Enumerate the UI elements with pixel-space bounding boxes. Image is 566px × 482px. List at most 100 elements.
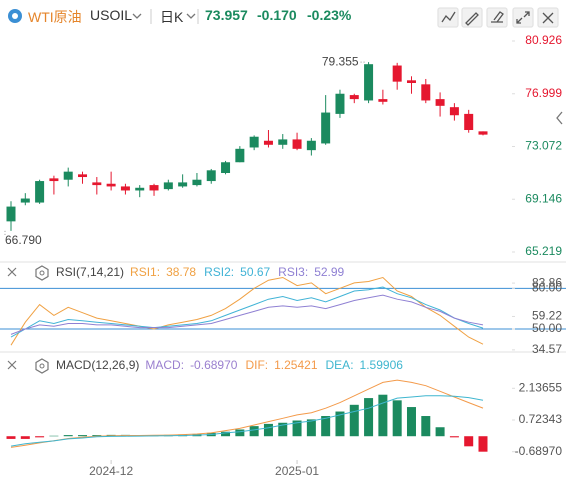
y-tick-label: 0.72343 [519,412,563,426]
tool-erase[interactable] [486,7,508,28]
macd-bar [35,436,45,438]
macd-title: MACD(12,26,9) [56,358,140,372]
macd-bar [249,426,259,437]
candle-body [78,174,88,178]
candle-body [249,136,259,148]
macd-bar [49,435,59,437]
rsi-line [10,286,484,338]
candle-body [63,171,73,180]
macd-bar [406,407,416,437]
annotation: 79.355 [322,54,359,68]
candle-body [135,187,145,191]
symbol-code: USOIL [90,7,133,23]
candle-body [435,99,445,106]
candle-body [149,185,159,191]
macd-bar [92,435,102,437]
rsi-line [10,294,484,335]
legend-value: 52.99 [314,265,345,279]
tool-draw-glyph [465,12,479,26]
legend-value: -0.68970 [190,358,238,372]
candle-body [335,93,345,114]
macd-bar [6,436,16,439]
macd-bar [335,411,345,437]
candle-body [392,65,402,82]
macd-bar [263,423,273,437]
rsi-settings[interactable] [35,265,49,281]
price-change: -0.170 [257,7,297,23]
y-tick-label: 76.999 [525,86,562,100]
candle-body [178,182,188,187]
candle-body [6,206,16,222]
legend-name: RSI3 [278,265,308,279]
candle-body [278,139,288,145]
period-dropdown[interactable] [186,13,196,19]
candle-body [263,140,273,145]
rsi-line [10,276,484,346]
candle-body [306,140,316,151]
macd-line [10,395,484,447]
candle-body [35,181,45,203]
macd-settings[interactable] [35,358,49,374]
candle-body [235,148,245,163]
candle-body [378,99,388,102]
candle-body [221,162,231,173]
y-tick-label: 65.219 [525,244,562,258]
y-tick-label: 73.072 [525,139,562,153]
legend-name: RSI2 [204,265,234,279]
legend-value: 1.25421 [274,358,318,372]
candle-body [163,182,173,190]
rsi-close[interactable] [7,267,17,277]
tool-fullscreen[interactable] [512,7,534,28]
y-tick-label: -0.68970 [515,444,563,458]
macd-bar [306,419,316,437]
macd-bar [349,404,359,437]
macd-bar [464,436,474,447]
y-tick-label: 83.86 [532,275,562,289]
macd-bar [478,436,488,452]
period[interactable]: 日K [160,9,184,25]
tool-erase-glyph [491,11,504,23]
tool-fullscreen-glyph [516,11,530,24]
macd-bar [78,435,88,437]
candle-body [321,112,331,144]
legend-value: 38.78 [166,265,197,279]
toolbar [437,7,559,28]
candle-body [120,186,130,191]
candle-body [20,198,30,203]
candle-body [421,84,431,101]
macd-bar [20,436,30,439]
rsi-settings-dot [39,270,45,276]
legend-value: 50.67 [240,265,271,279]
y-tick-label: 80.926 [525,33,562,47]
candle-body [464,113,474,131]
tool-trend-glyph [441,11,456,23]
macd-close[interactable] [7,360,17,370]
price-change-pct: -0.23% [307,7,352,23]
macd-bar [235,429,245,437]
macd-bar [421,416,431,437]
y-tick-label: 34.57 [532,342,562,356]
candle-body [478,131,488,135]
legend-name: MACD [145,358,184,372]
macd-settings-dot [39,363,45,369]
macd-header: MACD(12,26,9) MACD -0.68970 DIF 1.25421 DEA 1.… [56,358,411,372]
macd-bar [221,431,231,437]
macd-bar [63,435,73,437]
x-tick-label: 2025-01 [275,464,319,478]
legend-name: DEA [326,358,354,372]
candle-body [192,179,202,186]
annotation: 66.790 [5,233,42,247]
collapse-panel[interactable] [556,111,563,125]
candle-body [92,182,102,186]
macd-bar [392,400,402,437]
symbol-icon-inner [12,13,18,19]
candle-body [292,139,302,149]
legend-value: 1.59906 [359,358,403,372]
symbol-dropdown[interactable] [132,13,142,19]
candle-body [406,80,416,83]
legend-name: DIF [245,358,268,372]
symbol-name[interactable]: WTI原油 [28,9,82,25]
y-tick-label: 69.146 [525,191,562,205]
rsi-header: RSI(7,14,21) RSI1 38.78 RSI2 50.67 RSI3 52.99 [56,265,352,279]
